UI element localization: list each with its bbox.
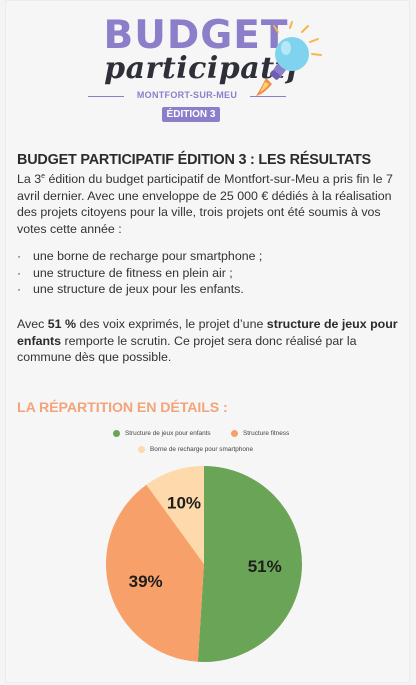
pie-slice-jeux: [197, 466, 302, 662]
list-item: · une structure de jeux pour les enfants.: [17, 281, 397, 298]
lightbulb-rocket-icon: [256, 21, 322, 96]
result-paragraph: Avec 51 % des voix exprimés, le projet d…: [17, 316, 402, 366]
legend-swatch: [113, 430, 120, 437]
legend-item-jeux: Structure de jeux pour enfants: [113, 430, 211, 437]
legend-swatch: [231, 430, 238, 437]
list-item: · une structure de fitness en plein air ;: [17, 265, 397, 282]
bullet-marker: ·: [17, 249, 22, 263]
pie-label: 51%: [248, 557, 282, 576]
project-list: · une borne de recharge pour smartphone ;…: [17, 248, 397, 298]
logo-word-budget: BUDGET: [103, 13, 289, 58]
legend-label: Structure fitness: [243, 430, 290, 437]
article-title: BUDGET PARTICIPATIF ÉDITION 3 : LES RÉSU…: [17, 152, 371, 168]
bullet-marker: ·: [17, 282, 22, 297]
legend-item-fitness: Structure fitness: [231, 430, 289, 437]
logo-city: MONTFORT-SUR-MEU: [136, 90, 238, 100]
section-title-details: LA RÉPARTITION EN DÉTAILS :: [17, 400, 228, 416]
winning-project: structure de jeux pour enfants: [17, 317, 398, 348]
intro-text-rest: édition du budget participatif de Montfo…: [17, 172, 393, 236]
list-item-text: une borne de recharge pour smartphone ;: [33, 249, 263, 263]
legend-item-borne: Borne de recharge pour smartphone: [138, 446, 253, 453]
list-item-text: une structure de jeux pour les enfants.: [33, 282, 244, 297]
logo-divider-right: [250, 96, 286, 97]
list-item: · une borne de recharge pour smartphone ;: [17, 248, 397, 265]
legend-label: Borne de recharge pour smartphone: [150, 446, 254, 453]
logo-edition-badge: ÉDITION 3: [162, 107, 220, 122]
legend-swatch: [138, 446, 145, 453]
vote-pie-chart: 51% 39% 10%: [105, 466, 302, 662]
result-text-middle: des voix exprimés, le projet d’une: [76, 317, 267, 331]
pie-label: 10%: [167, 493, 201, 512]
logo-divider-left: [88, 96, 124, 97]
result-percentage: 51 %: [47, 317, 77, 331]
pie-slice-fitness: [105, 484, 204, 662]
intro-superscript: e: [41, 173, 46, 180]
result-text-start: Avec: [17, 317, 48, 331]
result-text-end: remporte le scrutin. Ce projet sera donc…: [17, 333, 357, 365]
list-item-text: une structure de fitness en plein air ;: [33, 265, 233, 280]
intro-paragraph: La 3e édition du budget participatif de …: [17, 169, 402, 237]
legend-label: Structure de jeux pour enfants: [125, 430, 211, 437]
intro-text-start: La 3: [17, 172, 42, 187]
bullet-marker: ·: [17, 265, 22, 280]
pie-slice-borne: [146, 466, 204, 564]
pie-label: 39%: [129, 572, 163, 591]
budget-participatif-logo: BUDGET participatif MONTFORT-SUR-MEU ÉDI…: [0, 0, 416, 135]
